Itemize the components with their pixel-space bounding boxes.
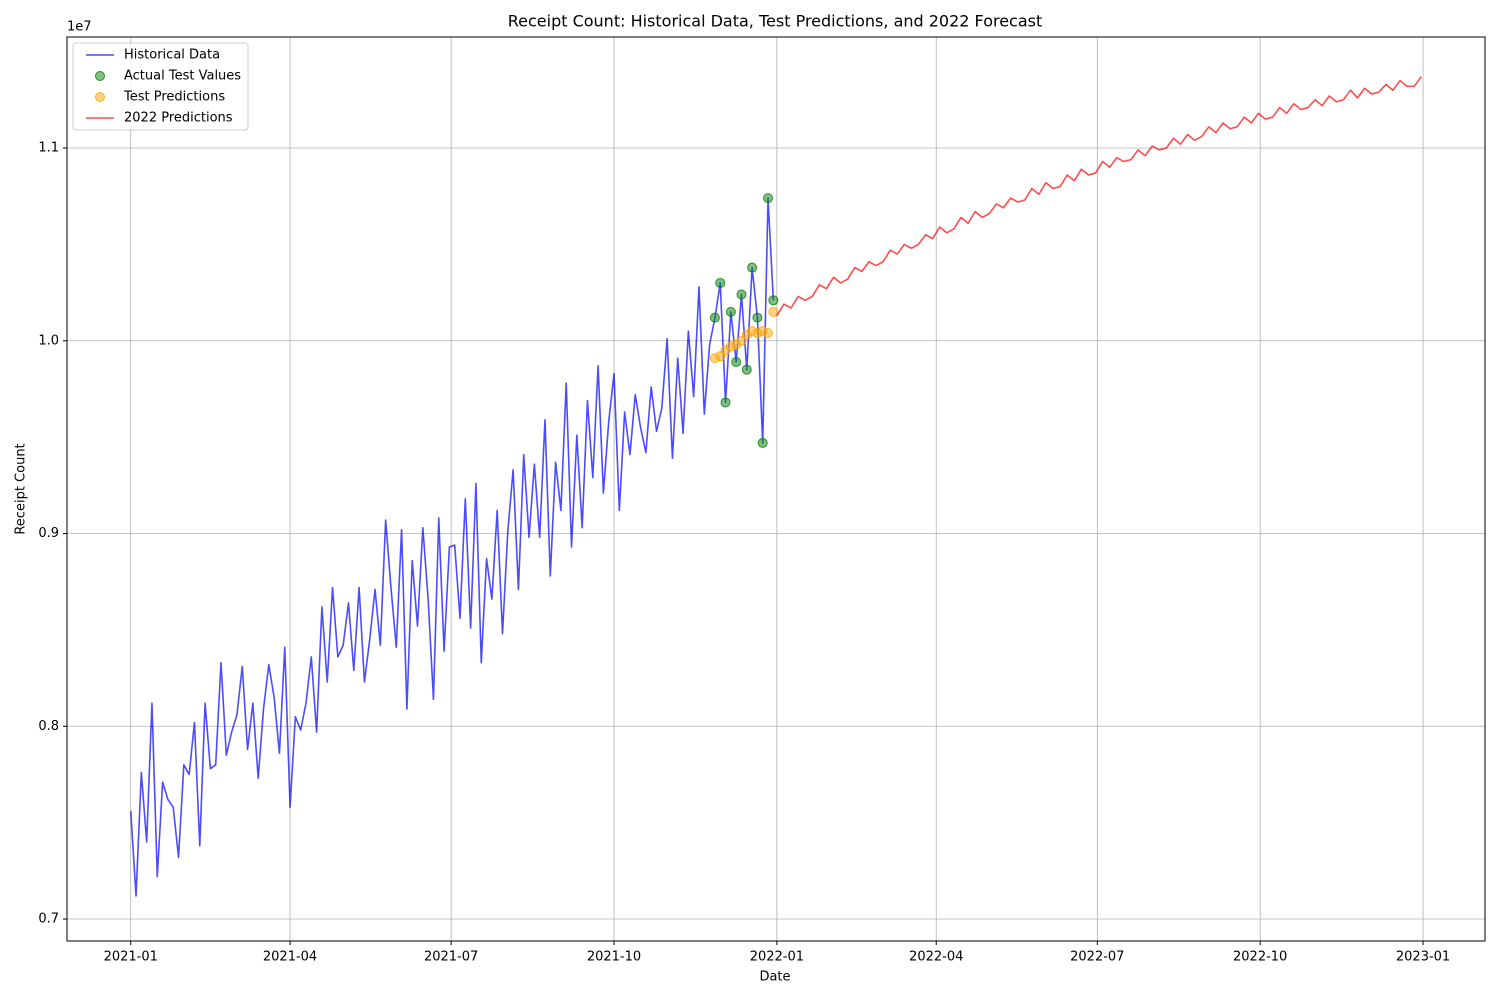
chart-title: Receipt Count: Historical Data, Test Pre… [508,12,1043,31]
scatter-point [752,312,763,323]
legend: Historical Data Actual Test Values Test Pr… [72,42,249,131]
scatter-point [763,328,774,339]
x-tick-label: 2021-04 [263,950,317,965]
series-line [129,197,775,897]
series-line [776,76,1422,317]
x-tick-label: 2022-04 [909,950,963,965]
legend-label: Historical Data [124,48,220,63]
scatter-point [768,295,779,306]
x-tick-label: 2021-07 [424,950,478,965]
legend-label: Test Predictions [123,90,225,105]
scatter-point [736,289,747,300]
x-tick-label: 2022-01 [750,950,804,965]
x-tick-label: 2021-10 [587,950,641,965]
legend-swatch [95,71,105,81]
y-tick-label: 0.7 [38,912,59,927]
x-tick-label: 2022-07 [1070,950,1124,965]
y-tick-label: 0.8 [38,719,59,734]
scatter-point [720,397,731,408]
scatter-point [757,437,768,448]
legend-label: 2022 Predictions [124,111,233,126]
x-tick-label: 2021-01 [104,950,158,965]
scatter-point [715,277,726,288]
y-tick-label: 1.0 [38,333,59,348]
scatter-point [725,306,736,317]
y-offset-label: 1e7 [67,20,92,35]
plot-frame [66,36,1486,942]
x-tick-label: 2022-10 [1233,950,1287,965]
x-axis-label: Date [759,970,790,985]
y-axis-label: Receipt Count [14,443,29,534]
scatter-point [768,306,779,317]
legend-label: Actual Test Values [124,69,241,84]
scatter-point [741,364,752,375]
y-tick-label: 1.1 [38,141,59,156]
scatter-point [709,312,720,323]
legend-swatch [95,92,105,102]
scatter-point [731,356,742,367]
legend-box [72,42,249,131]
scatter-point [747,262,758,273]
scatter-point [763,193,774,204]
x-tick-label: 2023-01 [1396,950,1450,965]
y-tick-label: 0.9 [38,526,59,541]
